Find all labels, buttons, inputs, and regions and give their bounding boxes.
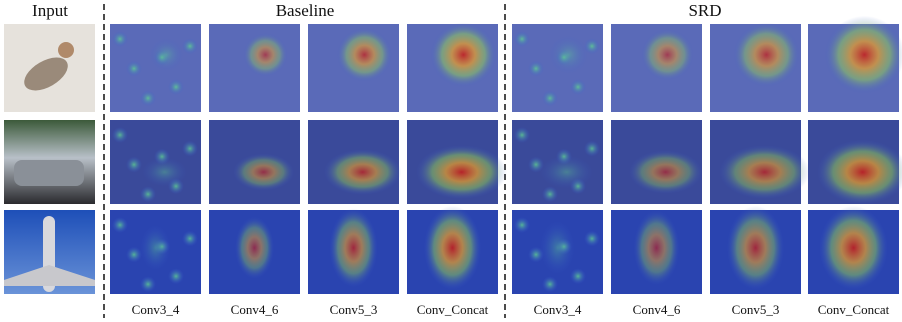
heat-spot xyxy=(243,33,288,77)
noise-spot xyxy=(542,90,558,106)
noise-spot xyxy=(584,231,600,247)
noise-spot xyxy=(112,31,128,47)
noise-spot xyxy=(126,247,142,263)
noise-spot xyxy=(570,268,586,284)
noise-spot xyxy=(140,276,156,292)
baseline-header: Baseline xyxy=(276,1,335,20)
figure: Input Baseline SRD Conv3_4 Conv4_6 Conv5_3… xyxy=(0,0,902,322)
heat-spot xyxy=(819,206,888,290)
heat-spot xyxy=(549,36,588,74)
noise-spot xyxy=(514,31,530,47)
heat-spot xyxy=(142,158,187,187)
noise-spot xyxy=(112,127,128,143)
heat-spot xyxy=(416,145,507,199)
heat-spot xyxy=(233,153,294,190)
noise-spot xyxy=(514,217,530,233)
noise-spot xyxy=(112,217,128,233)
noise-spot xyxy=(542,186,558,202)
column-label: Conv3_4 xyxy=(534,302,582,317)
car xyxy=(14,160,84,186)
noise-spot xyxy=(140,90,156,106)
heat-spot xyxy=(324,149,402,195)
heat-spot xyxy=(727,206,785,290)
column-label: Conv4_6 xyxy=(231,302,279,317)
heat-spot xyxy=(540,221,575,275)
image-grid xyxy=(4,16,902,294)
column-label: Conv_Concat xyxy=(818,302,890,317)
column-label: Conv5_3 xyxy=(732,302,780,317)
heat-spot xyxy=(641,29,694,81)
heat-spot xyxy=(633,210,679,285)
noise-spot xyxy=(542,276,558,292)
noise-spot xyxy=(182,231,198,247)
heat-spot xyxy=(329,208,377,287)
column-label: Conv_Concat xyxy=(417,302,489,317)
heat-spot xyxy=(150,38,184,71)
noise-spot xyxy=(584,141,600,157)
heat-spot xyxy=(629,150,702,194)
noise-spot xyxy=(126,157,142,173)
noise-spot xyxy=(168,79,184,95)
heat-spot xyxy=(140,225,170,271)
noise-spot xyxy=(514,127,530,143)
input-header: Input xyxy=(32,1,68,20)
noise-spot xyxy=(570,79,586,95)
noise-spot xyxy=(528,61,544,77)
noise-spot xyxy=(182,141,198,157)
heat-spot xyxy=(719,145,810,199)
bird-head xyxy=(58,42,74,58)
heat-spot xyxy=(424,206,482,290)
column-label: Conv4_6 xyxy=(633,302,681,317)
heat-spot xyxy=(733,22,800,87)
srd-header: SRD xyxy=(688,1,721,20)
heat-spot xyxy=(235,217,274,279)
noise-spot xyxy=(140,186,156,202)
heat-spot xyxy=(540,156,593,189)
noise-spot xyxy=(126,61,142,77)
heat-spot xyxy=(824,16,902,94)
column-label: Conv5_3 xyxy=(330,302,378,317)
noise-spot xyxy=(168,268,184,284)
heat-spot xyxy=(430,22,497,87)
noise-spot xyxy=(182,38,198,54)
column-label: Conv3_4 xyxy=(132,302,180,317)
heat-spot xyxy=(337,28,393,82)
